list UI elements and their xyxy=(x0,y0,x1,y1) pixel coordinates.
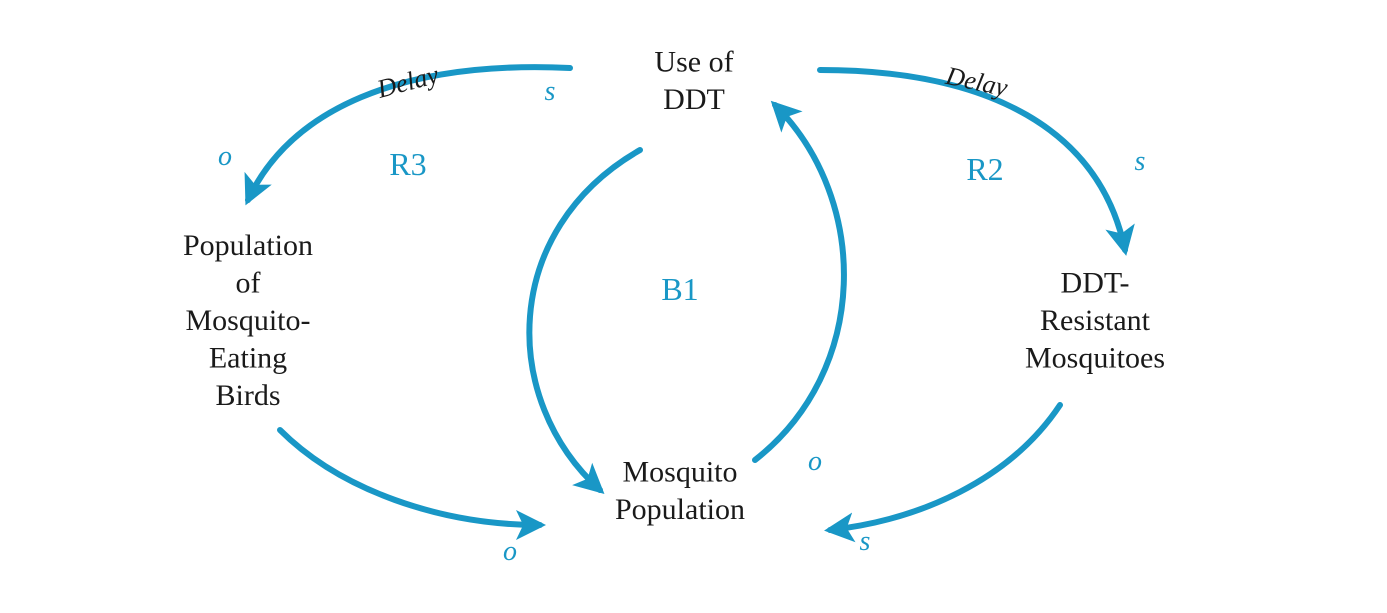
node-ddt-line-1: DDT xyxy=(663,83,725,116)
node-birds-line-0: Population xyxy=(183,229,313,262)
loop-label-R2: R2 xyxy=(966,151,1003,187)
edge-resistant-to-mosquito xyxy=(830,405,1060,530)
delay-ddt-to-resistant: Delay xyxy=(942,61,1010,103)
node-ddt-line-0: Use of xyxy=(654,45,733,78)
node-birds-line-2: Mosquito- xyxy=(185,304,310,337)
polarity-ddt-to-mosquito: o xyxy=(808,446,822,477)
polarity-ddt-to-resistant: s xyxy=(1135,146,1146,177)
node-resistant-line-2: Mosquitoes xyxy=(1025,342,1165,375)
edge-birds-to-mosquito xyxy=(280,430,540,525)
polarity-mosquito-to-ddt: s xyxy=(545,76,556,107)
node-resistant-line-1: Resistant xyxy=(1040,304,1151,337)
node-birds-line-3: Eating xyxy=(209,342,287,375)
node-mosquito-line-0: Mosquito xyxy=(622,455,737,488)
edge-ddt-to-mosquito xyxy=(529,150,640,490)
node-resistant-line-0: DDT- xyxy=(1061,267,1130,300)
node-ddt: Use of DDT xyxy=(654,45,733,116)
node-resistant: DDT- Resistant Mosquitoes xyxy=(1025,267,1165,375)
causal-loop-diagram: Use of DDT Population of Mosquito- Eating Bird… xyxy=(0,0,1387,613)
edge-mosquito-to-ddt xyxy=(755,105,844,460)
polarity-resistant-to-mosquito: s xyxy=(860,526,871,557)
node-mosquito-line-1: Population xyxy=(615,493,745,526)
node-birds-line-4: Birds xyxy=(215,379,280,412)
delay-ddt-to-birds: Delay xyxy=(373,60,442,104)
polarity-ddt-to-birds: o xyxy=(218,141,232,172)
loop-label-R3: R3 xyxy=(389,146,426,182)
loop-label-B1: B1 xyxy=(661,271,698,307)
node-birds: Population of Mosquito- Eating Birds xyxy=(183,229,313,412)
polarity-birds-to-mosquito: o xyxy=(503,536,517,567)
node-mosquito: Mosquito Population xyxy=(615,455,745,526)
node-birds-line-1: of xyxy=(236,267,261,300)
